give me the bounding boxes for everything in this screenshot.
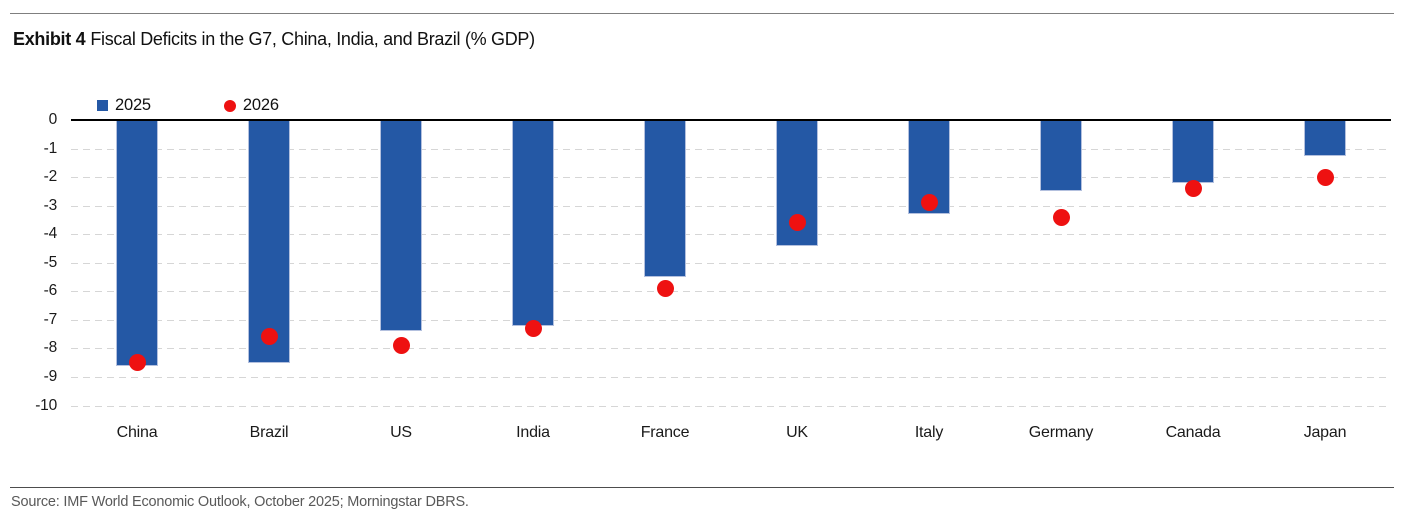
y-tick-label--5: -5	[43, 253, 58, 271]
y-tick-label--6: -6	[43, 282, 58, 300]
y-tick-label-0: 0	[48, 111, 58, 128]
bar-2025-canada	[1172, 120, 1214, 183]
x-axis-label-france: France	[640, 424, 690, 441]
y-tick-label--10: -10	[35, 396, 57, 414]
legend-dot-2026-icon	[223, 99, 236, 112]
gridline--1	[71, 148, 1387, 150]
bar-2025-china	[116, 120, 158, 366]
gridline--10	[71, 405, 1387, 407]
y-tick-label--3: -3	[43, 196, 58, 214]
gridline--4	[71, 234, 1387, 236]
y-tick-label--7: -7	[43, 310, 58, 328]
dot-2026-italy	[921, 194, 938, 211]
x-axis-label-china: China	[116, 424, 158, 441]
y-tick-label--8: -8	[43, 339, 58, 357]
gridline--9	[71, 376, 1387, 378]
zero-axis-line	[71, 119, 1391, 121]
bar-2025-us	[380, 120, 422, 331]
dot-2026-uk	[789, 214, 806, 231]
bottom-divider	[10, 487, 1394, 488]
gridline--6	[71, 291, 1387, 293]
source-note: Source: IMF World Economic Outlook, Octo…	[11, 494, 469, 510]
exhibit-title-text: Fiscal Deficits in the G7, China, India,…	[90, 29, 535, 49]
y-tick-label--4: -4	[43, 225, 58, 243]
x-axis-label-germany: Germany	[1028, 424, 1094, 441]
dot-2026-canada	[1185, 180, 1202, 197]
y-tick-label--1: -1	[43, 139, 58, 157]
y-tick-label--9: -9	[43, 367, 58, 385]
x-axis-label-italy: Italy	[914, 424, 944, 441]
x-axis-label-canada: Canada	[1165, 424, 1221, 441]
bar-2025-france	[644, 120, 686, 277]
bar-2025-brazil	[248, 120, 290, 363]
top-divider	[10, 13, 1394, 14]
legend-item-2025: 2025	[97, 96, 151, 115]
y-tick-label--2: -2	[43, 168, 58, 186]
legend-label-2025: 2025	[115, 96, 151, 114]
x-axis-label-brazil: Brazil	[249, 424, 289, 441]
gridline--8	[71, 348, 1387, 350]
chart-legend: 2025 2026	[97, 96, 279, 115]
gridline--3	[71, 205, 1387, 207]
dot-2026-china	[129, 354, 146, 371]
exhibit-number: Exhibit 4	[13, 29, 86, 49]
exhibit-title: Exhibit 4 Fiscal Deficits in the G7, Chin…	[13, 29, 535, 50]
x-axis-label-us: US	[390, 424, 412, 441]
dot-2026-india	[525, 320, 542, 337]
gridline--2	[71, 177, 1387, 179]
x-axis-label-uk: UK	[786, 424, 808, 441]
bar-2025-germany	[1040, 120, 1082, 191]
dot-2026-germany	[1053, 209, 1070, 226]
legend-item-2026: 2026	[223, 96, 279, 115]
dot-2026-brazil	[261, 328, 278, 345]
x-axis-label-japan: Japan	[1303, 424, 1347, 441]
legend-square-2025-icon	[97, 100, 108, 111]
dot-2026-us	[393, 337, 410, 354]
bar-2025-india	[512, 120, 554, 326]
x-axis-label-india: India	[516, 424, 550, 441]
dot-2026-france	[657, 280, 674, 297]
gridline--7	[71, 319, 1387, 321]
legend-label-2026: 2026	[242, 96, 279, 114]
bar-2025-japan	[1304, 120, 1346, 156]
dot-2026-japan	[1317, 169, 1334, 186]
gridline--5	[71, 262, 1387, 264]
